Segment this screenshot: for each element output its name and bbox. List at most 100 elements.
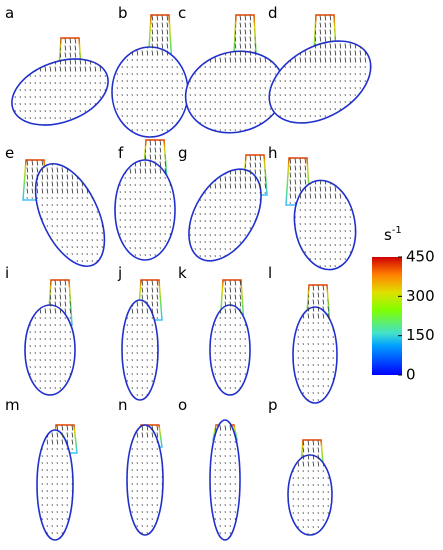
velocity-arrow	[249, 301, 250, 307]
velocity-arrow	[329, 186, 332, 192]
velocity-arrow	[84, 59, 87, 65]
velocity-arrow	[234, 308, 237, 314]
velocity-arrow	[184, 22, 187, 28]
velocity-arrow	[136, 36, 139, 42]
velocity-arrow	[124, 154, 127, 160]
velocity-arrow	[46, 425, 49, 431]
velocity-arrow	[167, 426, 168, 431]
velocity-arrow	[10, 309, 11, 314]
velocity-arrow	[334, 165, 337, 171]
velocity-arrow	[54, 287, 57, 293]
velocity-arrow	[205, 295, 206, 300]
velocity-arrow	[265, 309, 266, 314]
velocity-arrow	[100, 162, 101, 167]
velocity-arrow	[21, 188, 24, 194]
velocity-arrow	[209, 155, 212, 161]
velocity-arrow	[278, 286, 279, 291]
velocity-arrow	[151, 43, 154, 49]
velocity-arrow	[379, 57, 382, 63]
velocity-arrow	[255, 309, 256, 314]
velocity-arrow	[264, 43, 267, 49]
velocity-arrow	[41, 432, 44, 438]
velocity-arrow	[324, 22, 327, 28]
velocity-arrow	[189, 50, 192, 56]
velocity-arrow	[322, 285, 325, 291]
velocity-arrow	[66, 432, 69, 438]
velocity-arrow	[171, 29, 174, 35]
velocity-arrow	[199, 176, 202, 182]
velocity-arrow	[10, 288, 11, 293]
velocity-arrow	[134, 168, 137, 174]
velocity-arrow	[229, 280, 232, 286]
velocity-arrow	[170, 16, 171, 21]
velocity-arrow	[324, 29, 327, 35]
velocity-arrow	[302, 299, 305, 305]
velocity-arrow	[161, 36, 164, 42]
velocity-arrow	[64, 52, 67, 58]
velocity-arrow	[324, 165, 327, 171]
velocity-arrow	[167, 433, 168, 438]
velocity-arrow	[204, 36, 207, 42]
velocity-arrow	[294, 172, 297, 178]
velocity-arrow	[304, 158, 307, 164]
velocity-arrow	[112, 15, 114, 21]
velocity-arrow	[338, 307, 339, 312]
velocity-arrow	[139, 147, 142, 153]
velocity-arrow	[105, 162, 106, 167]
velocity-arrow	[259, 29, 262, 35]
velocity-arrow	[85, 302, 86, 307]
panel-label: g	[178, 144, 188, 162]
velocity-arrow	[269, 183, 272, 189]
velocity-arrow	[177, 426, 178, 431]
velocity-arrow	[112, 302, 113, 307]
velocity-arrow	[329, 158, 332, 164]
velocity-arrow	[288, 286, 289, 291]
velocity-arrow	[74, 38, 77, 44]
velocity-arrow	[104, 38, 107, 44]
velocity-arrow	[97, 44, 98, 49]
velocity-arrow	[172, 281, 173, 286]
velocity-arrow	[334, 179, 337, 185]
velocity-arrow	[69, 301, 72, 307]
velocity-arrow	[179, 183, 182, 189]
velocity-arrow	[184, 43, 187, 49]
velocity-arrow	[322, 313, 325, 319]
velocity-arrow	[349, 15, 352, 21]
velocity-arrow	[289, 43, 292, 49]
velocity-arrow	[182, 426, 183, 431]
velocity-arrow	[74, 66, 77, 72]
velocity-arrow	[209, 162, 212, 168]
velocity-arrow	[197, 30, 198, 35]
velocity-arrow	[384, 36, 386, 42]
body-outline	[114, 159, 176, 261]
velocity-arrow	[41, 181, 44, 187]
velocity-arrow	[244, 36, 247, 42]
velocity-arrow	[274, 22, 277, 28]
velocity-arrow	[115, 161, 117, 167]
velocity-arrow	[192, 44, 193, 49]
velocity-arrow	[199, 36, 202, 42]
velocity-arrow	[64, 301, 67, 307]
velocity-arrow	[26, 160, 29, 166]
velocity-arrow	[71, 174, 74, 180]
velocity-arrow	[122, 308, 124, 314]
velocity-arrow	[164, 168, 167, 174]
velocity-arrow	[324, 193, 327, 199]
velocity-arrow	[314, 186, 317, 192]
velocity-arrow	[81, 160, 84, 166]
velocity-arrow	[314, 172, 317, 178]
velocity-arrow	[4, 59, 7, 65]
velocity-arrow	[273, 293, 274, 298]
velocity-arrow	[204, 155, 207, 161]
velocity-arrow	[289, 29, 292, 35]
velocity-arrow	[229, 36, 232, 42]
velocity-arrow	[210, 308, 212, 314]
velocity-arrow	[200, 309, 201, 314]
panel: f	[100, 139, 176, 261]
velocity-arrow	[66, 439, 69, 445]
velocity-arrow	[265, 281, 266, 286]
panel-label: d	[268, 4, 278, 22]
velocity-arrow	[249, 43, 252, 49]
velocity-arrow	[324, 50, 327, 56]
velocity-arrow	[207, 51, 208, 56]
